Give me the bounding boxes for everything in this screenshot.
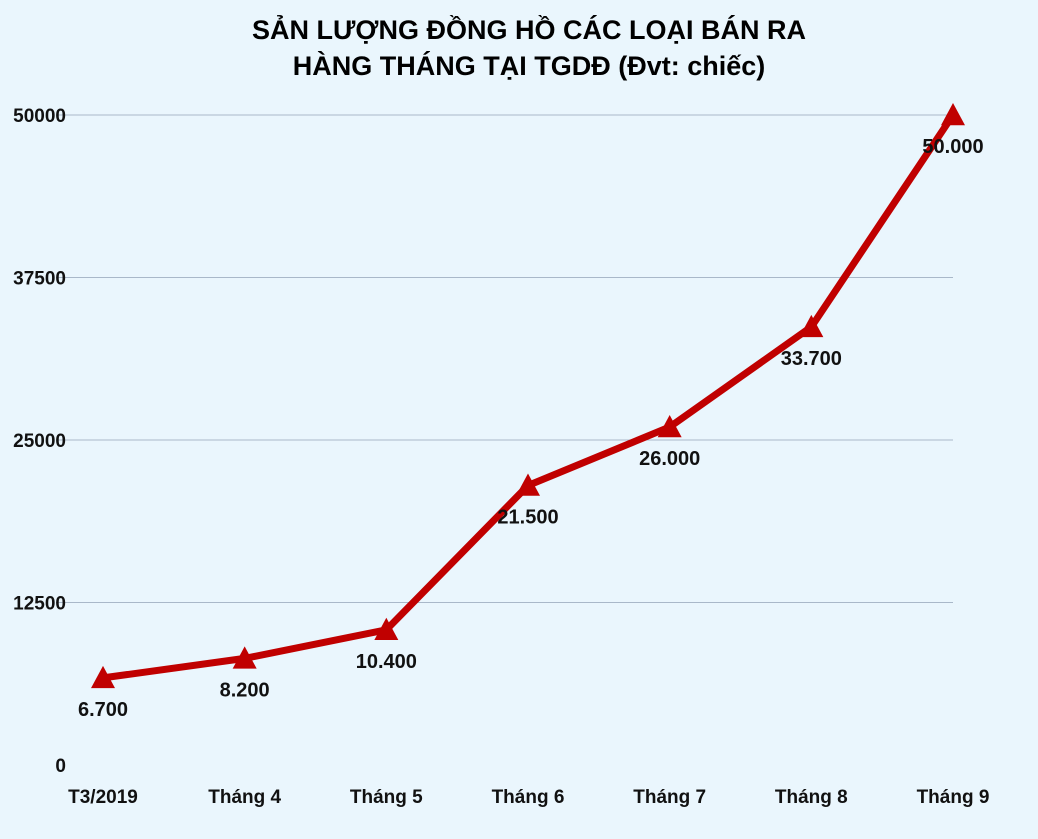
data-label: 8.200	[220, 679, 270, 701]
x-tick-label: T3/2019	[68, 787, 138, 808]
y-tick-label: 50000	[13, 106, 66, 127]
y-tick-label: 0	[55, 756, 66, 777]
x-tick-label: Tháng 8	[775, 787, 848, 808]
data-point-marker	[516, 473, 540, 496]
x-tick-label: Tháng 7	[633, 787, 706, 808]
x-tick-label: Tháng 9	[917, 787, 990, 808]
data-point-marker	[232, 646, 257, 669]
data-point-marker	[374, 617, 399, 640]
y-tick-label: 25000	[13, 431, 66, 452]
data-label: 21.500	[497, 507, 558, 529]
chart-title-line-2: HÀNG THÁNG TẠI TGDĐ (Đvt: chiếc)	[292, 51, 766, 81]
data-label: 10.400	[356, 651, 417, 673]
x-tick-label: Tháng 4	[208, 787, 281, 808]
data-label: 33.700	[781, 348, 842, 370]
data-point-marker	[941, 103, 965, 126]
data-point-marker	[657, 415, 682, 438]
data-label: 26.000	[639, 448, 700, 470]
x-tick-label: Tháng 5	[350, 787, 423, 808]
chart-title: SẢN LƯỢNG ĐỒNG HỒ CÁC LOẠI BÁN RA HÀNG T…	[0, 12, 1038, 84]
data-label: 50.000	[922, 136, 983, 158]
data-label: 6.700	[78, 699, 128, 721]
x-tick-label: Tháng 6	[492, 787, 565, 808]
data-point-marker	[799, 314, 824, 338]
y-tick-label: 12500	[13, 594, 66, 615]
data-point-marker	[91, 665, 115, 689]
chart-title-line-1: SẢN LƯỢNG ĐỒNG HỒ CÁC LOẠI BÁN RA	[252, 15, 806, 45]
series-line	[99, 111, 957, 682]
y-tick-label: 37500	[13, 269, 66, 290]
